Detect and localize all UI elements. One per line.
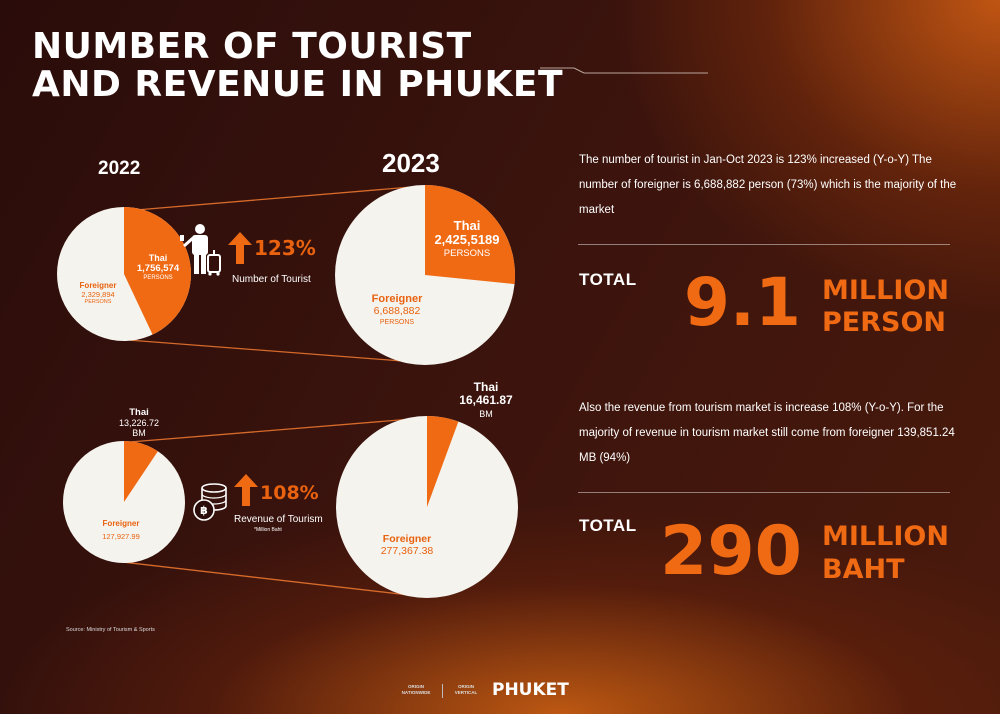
tourist-summary-text: The number of tourist in Jan-Oct 2023 is…: [579, 154, 957, 216]
year-label-2023: 2023: [382, 148, 440, 178]
footer-logos: ORIGIN NATIONWIDE ORIGIN VERTICAL PHUKET: [396, 680, 606, 702]
pie3-foreigner-name: Foreigner: [102, 519, 140, 528]
total-revenue-unit-line2: BAHT: [822, 554, 905, 585]
pie2-thai-name: Thai: [453, 218, 481, 233]
revenue-growth-indicator: ฿ 108% Revenue of Tourism *Million Baht: [190, 474, 340, 544]
pie2-thai-label: Thai 2,425,5189 PERSONS: [412, 219, 522, 260]
logo2-line1: ORIGIN: [457, 684, 474, 689]
coin-stack-icon: ฿: [193, 483, 227, 521]
pie2-foreigner-unit: PERSONS: [379, 319, 415, 326]
pie1-thai-value: 1,756,574: [136, 263, 180, 274]
pie1-thai-name: Thai: [148, 253, 168, 263]
pie1-foreigner-unit: PERSONS: [84, 299, 112, 305]
origin-vertical-logo: ORIGIN VERTICAL: [448, 684, 484, 696]
pie4-thai-slice: [427, 416, 459, 507]
pie2-foreigner-label: Foreigner 6,688,882 PERSONS: [352, 293, 442, 328]
tourist-growth-percent: 123%: [254, 236, 316, 260]
pie4-thai-name: Thai: [473, 380, 499, 394]
title-line-2: AND REVENUE IN PHUKET: [32, 64, 564, 105]
pie2-foreigner-name: Foreigner: [371, 293, 423, 305]
revenue-growth-caption: Revenue of Tourism: [234, 514, 323, 525]
divider-2: [578, 492, 950, 493]
pie3-thai-slice: [124, 441, 158, 502]
total-revenue-value: 290: [660, 512, 802, 591]
pie-connector-lines: [121, 185, 429, 598]
pie4-thai-value: 16,461.87: [459, 393, 513, 407]
pie4-foreigner-name: Foreigner: [382, 533, 432, 545]
revenue-growth-note: *Million Baht: [254, 527, 282, 533]
up-arrow-icon: [234, 474, 258, 506]
total-tourist-value: 9.1: [684, 264, 801, 341]
pie3-foreigner-value: 127,927.99: [102, 532, 140, 541]
pie4-thai-unit: BM: [479, 409, 493, 419]
tourist-growth-indicator: 123% Number of Tourist: [176, 222, 336, 292]
pie4-foreigner-value: 277,367.38: [380, 545, 434, 557]
pie1-foreigner-label: Foreigner 2,329,894 PERSONS: [66, 281, 130, 306]
total-tourist-unit-line2: PERSON: [822, 307, 947, 338]
pie1-foreigner-value: 2,329,894: [81, 290, 115, 299]
title-line-1: NUMBER OF TOURIST: [32, 26, 472, 67]
pie2-thai-value: 2,425,5189: [434, 232, 500, 247]
pie-group: [57, 185, 518, 598]
year-label-2022: 2022: [98, 158, 141, 179]
page-title: NUMBER OF TOURIST AND REVENUE IN PHUKET: [32, 28, 563, 104]
pie4-foreigner-label: Foreigner 277,367.38: [362, 533, 452, 558]
source-note: Source: Ministry of Tourism & Sports: [66, 627, 155, 633]
pie3-thai-value: 13,226.72: [118, 418, 160, 428]
logo2-line2: VERTICAL: [454, 690, 478, 695]
footer-divider: [442, 684, 443, 698]
pie2-foreigner-value: 6,688,882: [373, 305, 421, 317]
title-decoration-lines: [540, 67, 708, 74]
total-revenue-label: TOTAL: [579, 516, 637, 535]
pie1-thai-unit: PERSONS: [143, 275, 173, 281]
revenue-summary-text: Also the revenue from tourism market is …: [579, 402, 955, 464]
phuket-logo: PHUKET: [492, 680, 569, 700]
total-tourist-label: TOTAL: [579, 270, 637, 289]
pie1-thai-slice: [124, 207, 191, 335]
pie3-thai-name: Thai: [129, 407, 149, 418]
svg-text:฿: ฿: [200, 504, 208, 517]
tourist-growth-caption: Number of Tourist: [232, 274, 311, 285]
pie3-thai-label: Thai 13,226.72 BM: [104, 407, 174, 439]
logo1-line2: NATIONWIDE: [401, 690, 431, 695]
up-arrow-icon: [228, 232, 252, 264]
pie3-thai-unit: BM: [132, 428, 146, 438]
pie1-foreigner-name: Foreigner: [79, 281, 117, 290]
divider-1: [578, 244, 950, 245]
pie1-thai-label: Thai 1,756,574 PERSONS: [120, 253, 196, 282]
pie4-thai-label: Thai 16,461.87 BM: [438, 381, 534, 421]
total-revenue-unit-line1: MILLION: [822, 521, 949, 552]
total-tourist-unit-line1: MILLION: [822, 275, 949, 306]
pie3-foreigner-label: Foreigner 127,927.99: [86, 518, 156, 543]
pie2-thai-unit: PERSONS: [443, 248, 491, 259]
origin-nationwide-logo: ORIGIN NATIONWIDE: [396, 684, 436, 696]
traveler-icon: [180, 224, 221, 276]
logo1-line1: ORIGIN: [407, 684, 424, 689]
pie2-thai-slice: [425, 185, 515, 285]
revenue-growth-percent: 108%: [260, 482, 319, 504]
